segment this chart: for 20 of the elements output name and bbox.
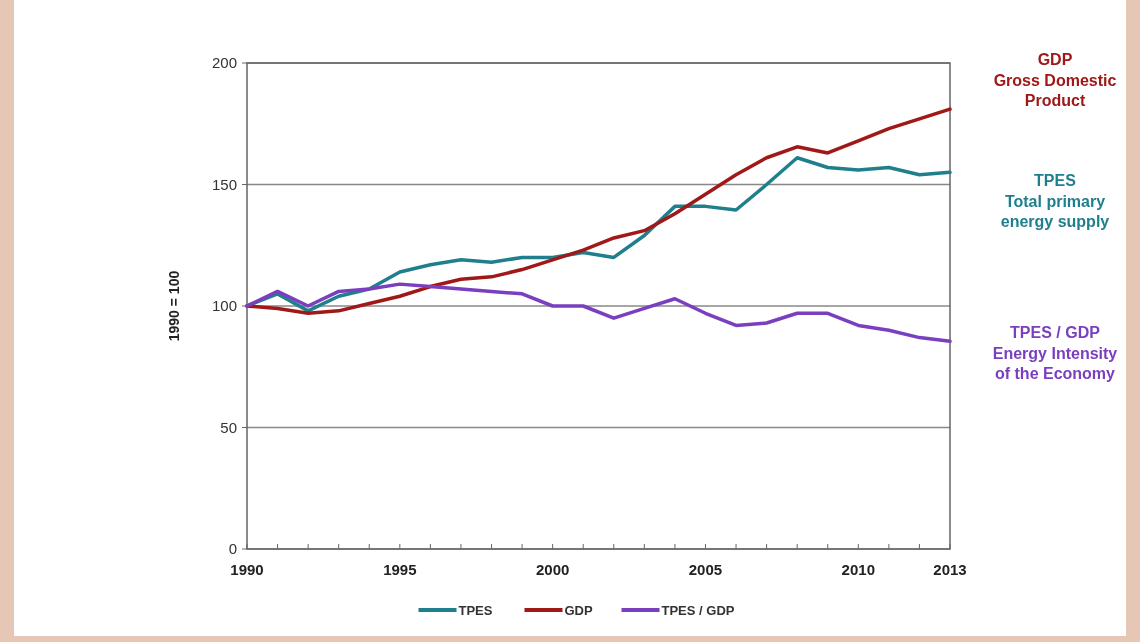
- y-tick-label: 150: [211, 175, 237, 193]
- x-tick-label: 2005: [688, 561, 723, 578]
- y-axis-title: 1990 = 100: [166, 270, 182, 342]
- line-series: [245, 107, 952, 316]
- legend-label: TPES / GDP: [661, 602, 735, 618]
- x-tick-label: 2010: [841, 561, 875, 578]
- y-tick-label: 0: [228, 540, 237, 558]
- y-tick-label: 200: [211, 54, 237, 72]
- x-tick-label: 1990: [230, 561, 264, 578]
- text: GDP Gross Domestic Product: [993, 50, 1117, 110]
- text: TPES / GDP Energy Intensity of the Economy: [992, 323, 1118, 383]
- legend-label: TPES: [458, 602, 493, 618]
- x-tick-label: 1995: [383, 561, 417, 578]
- legend-label: GDP: [564, 602, 593, 618]
- y-tick-label: 100: [211, 297, 237, 315]
- x-tick-label: 2000: [535, 561, 570, 578]
- y-tick-label: 50: [220, 418, 237, 436]
- text: TPES Total primary energy supply: [1000, 171, 1110, 231]
- line-series: [245, 282, 952, 343]
- x-tick-label: 2013: [933, 561, 967, 578]
